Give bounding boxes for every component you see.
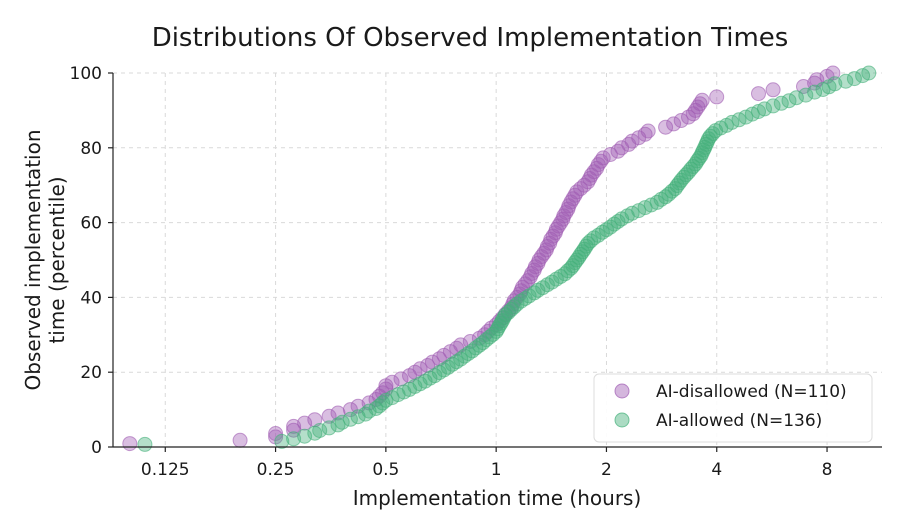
y-tick-label: 100 — [70, 64, 102, 84]
y-axis-label-line-2: time (percentile) — [45, 176, 69, 343]
y-tick-label: 0 — [91, 438, 102, 458]
data-point-ai-disallowed — [640, 123, 656, 139]
data-point-ai-disallowed — [694, 92, 710, 108]
data-point-ai-allowed — [445, 356, 460, 372]
data-point-ai-allowed — [449, 354, 465, 370]
legend-label-ai-allowed: AI-allowed (N=136) — [656, 411, 822, 431]
data-points — [122, 65, 877, 452]
data-point-ai-allowed — [334, 414, 350, 430]
y-tick-label: 20 — [80, 363, 102, 383]
data-point-ai-allowed — [503, 301, 519, 317]
data-point-ai-allowed — [137, 436, 153, 452]
y-tick-label: 80 — [80, 139, 102, 159]
y-axis-label-line-1: Observed implementation — [21, 129, 45, 390]
legend-label-ai-disallowed: AI-disallowed (N=110) — [656, 382, 847, 402]
data-point-ai-disallowed — [666, 116, 682, 132]
data-point-ai-disallowed — [268, 426, 284, 441]
x-tick-label: 2 — [601, 460, 612, 480]
data-point-ai-allowed — [781, 93, 797, 109]
data-point-ai-disallowed — [595, 150, 611, 166]
data-point-ai-allowed — [861, 65, 877, 81]
axes — [108, 72, 882, 452]
data-point-ai-allowed — [807, 84, 823, 100]
data-point-ai-allowed — [321, 420, 337, 436]
data-point-ai-disallowed — [709, 89, 725, 105]
data-point-ai-allowed — [548, 271, 564, 287]
legend-marker-ai-allowed — [614, 412, 630, 428]
data-point-ai-allowed — [580, 236, 596, 251]
data-point-ai-allowed — [586, 230, 602, 246]
legend-marker-ai-disallowed — [614, 383, 630, 399]
data-point-ai-disallowed — [614, 140, 630, 156]
data-point-ai-allowed — [274, 433, 290, 449]
data-point-ai-disallowed — [286, 418, 302, 434]
data-point-ai-allowed — [286, 431, 302, 447]
data-point-ai-allowed — [788, 90, 804, 106]
x-tick-label: 8 — [822, 460, 833, 480]
data-point-ai-allowed — [765, 98, 781, 114]
x-tick-label: 0.25 — [257, 460, 295, 480]
y-tick-label: 60 — [80, 214, 102, 234]
y-axis-label: Observed implementation time (percentile… — [21, 129, 69, 390]
chart-title: Distributions Of Observed Implementation… — [152, 23, 789, 53]
data-point-ai-disallowed — [602, 147, 618, 162]
legend-box — [593, 373, 873, 443]
legend: AI-disallowed (N=110) AI-allowed (N=136) — [593, 373, 873, 443]
data-point-ai-allowed — [539, 277, 555, 293]
data-point-ai-allowed — [838, 73, 854, 89]
data-point-ai-allowed — [594, 224, 610, 240]
data-point-ai-allowed — [436, 362, 452, 378]
data-point-ai-allowed — [846, 71, 862, 87]
data-point-ai-allowed — [312, 423, 328, 438]
data-point-ai-disallowed — [673, 113, 689, 128]
data-point-ai-allowed — [330, 417, 346, 433]
x-axis-label: Implementation time (hours) — [353, 486, 642, 510]
data-point-ai-disallowed — [330, 405, 346, 421]
data-point-ai-allowed — [653, 191, 669, 207]
x-tick-label: 1 — [491, 460, 502, 480]
x-tick-label: 0.125 — [141, 460, 190, 480]
data-point-ai-disallowed — [751, 86, 766, 102]
data-point-ai-allowed — [702, 128, 718, 144]
data-point-ai-disallowed — [232, 432, 248, 448]
data-point-ai-disallowed — [658, 119, 674, 135]
data-point-ai-allowed — [798, 87, 814, 103]
data-point-ai-disallowed — [384, 374, 400, 390]
data-point-ai-disallowed — [122, 436, 138, 452]
y-tick-label: 40 — [80, 288, 102, 308]
data-point-ai-allowed — [431, 365, 447, 381]
x-tick-label: 4 — [711, 460, 722, 480]
data-point-ai-disallowed — [765, 82, 781, 98]
x-tick-label: 0.5 — [372, 460, 399, 480]
data-point-ai-allowed — [757, 101, 772, 117]
data-point-ai-allowed — [827, 76, 843, 92]
data-point-ai-allowed — [513, 293, 529, 309]
